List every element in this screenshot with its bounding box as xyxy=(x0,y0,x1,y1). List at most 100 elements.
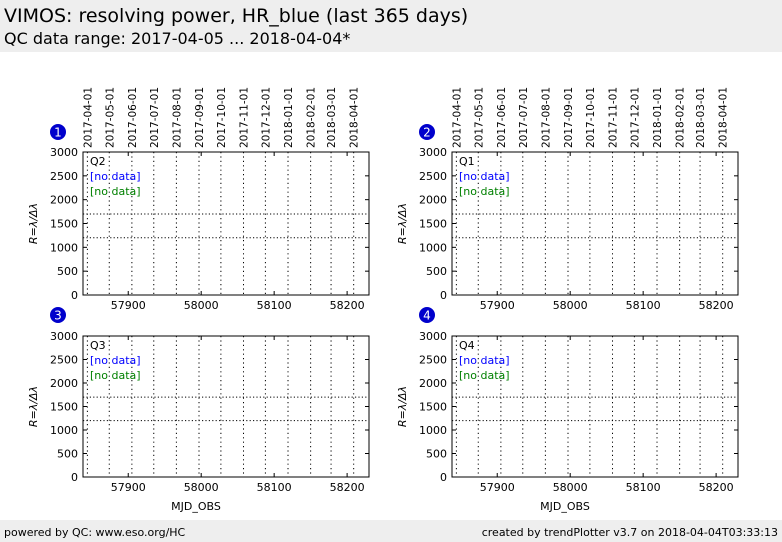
y-tick-label: 3000 xyxy=(50,330,78,343)
no-data-label-blue: [no data] xyxy=(459,354,510,367)
y-tick-label: 2000 xyxy=(419,377,447,390)
panel-number-badge xyxy=(419,307,435,323)
no-data-label-blue: [no data] xyxy=(90,354,141,367)
x-tick-label: 58200 xyxy=(330,481,365,494)
top-date-label: 2018-02-01 xyxy=(306,87,318,148)
top-date-label: 2017-08-01 xyxy=(171,87,183,148)
quadrant-label: Q2 xyxy=(90,155,106,168)
no-data-label-green: [no data] xyxy=(459,369,510,382)
x-tick-label: 58200 xyxy=(330,299,365,312)
top-date-label: 2017-06-01 xyxy=(496,87,508,148)
y-tick-label: 500 xyxy=(426,265,447,278)
x-tick-label: 58200 xyxy=(699,299,734,312)
no-data-label-blue: [no data] xyxy=(459,170,510,183)
y-tick-label: 1500 xyxy=(419,401,447,414)
footer-generator: created by trendPlotter v3.7 on 2018-04-… xyxy=(481,526,778,539)
x-tick-label: 57900 xyxy=(480,481,515,494)
panel-number-badge xyxy=(50,124,66,140)
x-tick-label: 58200 xyxy=(699,481,734,494)
panel-number-badge xyxy=(50,307,66,323)
x-tick-label: 58100 xyxy=(257,481,292,494)
trend-plots: 1 0 500 1000 1500 2000 2500 3000 57900 58000 58100… xyxy=(27,87,739,513)
y-tick-label: 1500 xyxy=(419,218,447,231)
panel-number-label: 4 xyxy=(423,309,431,323)
no-data-label-green: [no data] xyxy=(90,185,141,198)
quadrant-label: Q1 xyxy=(459,155,475,168)
y-tick-label: 1000 xyxy=(419,424,447,437)
y-tick-label: 500 xyxy=(426,448,447,461)
top-date-label: 2017-07-01 xyxy=(149,87,161,148)
y-tick-label: 3000 xyxy=(419,146,447,159)
y-tick-label: 2000 xyxy=(50,377,78,390)
y-tick-label: 2000 xyxy=(419,194,447,207)
y-tick-label: 2500 xyxy=(50,354,78,367)
x-tick-label: 58000 xyxy=(553,481,588,494)
top-date-label: 2018-01-01 xyxy=(652,87,664,148)
y-axis-label: R=λ/Δλ xyxy=(396,386,409,427)
y-tick-label: 0 xyxy=(71,471,78,484)
x-tick-label: 58100 xyxy=(257,299,292,312)
top-date-label: 2017-06-01 xyxy=(127,87,139,148)
top-date-label: 2017-04-01 xyxy=(82,87,94,148)
chart-panel-1: 1 0 500 1000 1500 2000 2500 3000 57900 58000 58100… xyxy=(27,87,370,312)
top-date-label: 2017-12-01 xyxy=(260,87,272,148)
y-tick-label: 2500 xyxy=(419,170,447,183)
y-tick-label: 0 xyxy=(440,289,447,302)
top-date-label: 2017-10-01 xyxy=(216,87,228,148)
x-tick-label: 58000 xyxy=(553,299,588,312)
panel-number-label: 1 xyxy=(54,126,62,140)
y-tick-label: 3000 xyxy=(419,330,447,343)
top-date-label: 2018-03-01 xyxy=(326,87,338,148)
x-axis-label: MJD_OBS xyxy=(540,500,590,513)
top-date-label: 2017-09-01 xyxy=(194,87,206,148)
top-date-label: 2017-05-01 xyxy=(104,87,116,148)
top-date-label: 2018-04-01 xyxy=(349,87,361,148)
top-date-label: 2017-08-01 xyxy=(540,87,552,148)
top-date-label: 2017-09-01 xyxy=(563,87,575,148)
y-tick-label: 1000 xyxy=(419,241,447,254)
y-tick-label: 1000 xyxy=(50,424,78,437)
y-tick-label: 500 xyxy=(57,265,78,278)
no-data-label-blue: [no data] xyxy=(90,170,141,183)
x-tick-label: 57900 xyxy=(480,299,515,312)
top-date-label: 2017-10-01 xyxy=(585,87,597,148)
x-tick-label: 58100 xyxy=(626,481,661,494)
quadrant-label: Q3 xyxy=(90,339,106,352)
top-date-label: 2018-02-01 xyxy=(675,87,687,148)
quadrant-label: Q4 xyxy=(459,339,475,352)
top-date-label: 2017-04-01 xyxy=(451,87,463,148)
y-tick-label: 0 xyxy=(71,289,78,302)
y-tick-label: 2500 xyxy=(419,354,447,367)
top-date-label: 2017-07-01 xyxy=(518,87,530,148)
y-tick-label: 2000 xyxy=(50,194,78,207)
x-axis-label: MJD_OBS xyxy=(171,500,221,513)
y-tick-label: 1000 xyxy=(50,241,78,254)
y-tick-label: 1500 xyxy=(50,218,78,231)
page-subtitle: QC data range: 2017-04-05 ... 2018-04-04… xyxy=(4,29,351,48)
chart-panel-2: 2 0 500 1000 1500 2000 2500 3000 57900 58000 58100… xyxy=(396,87,739,312)
y-axis-label: R=λ/Δλ xyxy=(27,203,40,244)
x-tick-label: 58100 xyxy=(626,299,661,312)
footer-credit: powered by QC: www.eso.org/HC xyxy=(4,526,186,539)
x-tick-label: 57900 xyxy=(111,481,146,494)
y-tick-label: 500 xyxy=(57,448,78,461)
top-date-label: 2018-03-01 xyxy=(695,87,707,148)
y-axis-label: R=λ/Δλ xyxy=(27,386,40,427)
x-tick-label: 58000 xyxy=(184,299,219,312)
chart-panel-4: 4 0 500 1000 1500 2000 2500 3000 57900 58000 58100… xyxy=(396,307,739,513)
no-data-label-green: [no data] xyxy=(90,369,141,382)
x-tick-label: 58000 xyxy=(184,481,219,494)
top-date-label: 2017-05-01 xyxy=(473,87,485,148)
top-date-label: 2017-12-01 xyxy=(629,87,641,148)
header-bar: VIMOS: resolving power, HR_blue (last 36… xyxy=(0,0,782,52)
chart-panel-3: 3 0 500 1000 1500 2000 2500 3000 57900 58000 58100… xyxy=(27,307,370,513)
panel-number-badge xyxy=(419,124,435,140)
y-tick-label: 0 xyxy=(440,471,447,484)
y-tick-label: 3000 xyxy=(50,146,78,159)
y-tick-label: 1500 xyxy=(50,401,78,414)
x-tick-label: 57900 xyxy=(111,299,146,312)
no-data-label-green: [no data] xyxy=(459,185,510,198)
y-tick-label: 2500 xyxy=(50,170,78,183)
y-axis-label: R=λ/Δλ xyxy=(396,203,409,244)
top-date-label: 2018-04-01 xyxy=(718,87,730,148)
